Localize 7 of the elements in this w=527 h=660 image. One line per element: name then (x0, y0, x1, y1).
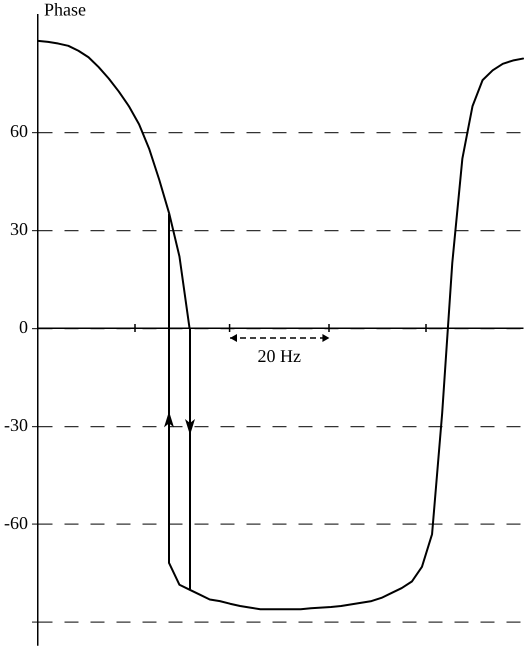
annotation: 20 Hz (258, 346, 302, 368)
y-tick-label: 0 (18, 317, 28, 338)
y-tick-label: -60 (4, 513, 28, 534)
y-tick-label: -30 (4, 415, 28, 436)
y-tick-label: 60 (10, 121, 28, 142)
y-tick-label: 30 (10, 219, 28, 240)
y-axis-title: Phase (44, 0, 86, 20)
